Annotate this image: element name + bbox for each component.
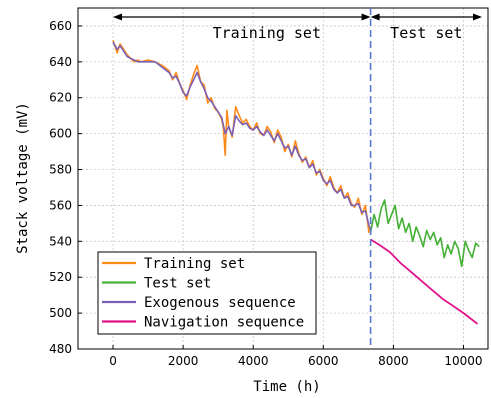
x-tick-label: 2000: [168, 354, 199, 368]
y-tick-label: 480: [49, 342, 72, 356]
legend-label-2: Test set: [144, 276, 211, 292]
test-arrow-head-right: [473, 13, 482, 21]
y-tick-label: 560: [49, 198, 72, 212]
plot-frame: [77, 7, 489, 350]
y-tick-label: 580: [49, 163, 72, 177]
set-arrows: [113, 13, 482, 21]
y-tick-label: 500: [49, 306, 72, 320]
legend: Training set Test set Exogenous sequence Na…: [97, 251, 317, 335]
series-line-1: [112, 40, 372, 234]
x-axis-title: Time (h): [253, 379, 320, 395]
training-arrow-head-left: [113, 13, 123, 21]
y-tick-label: 620: [49, 91, 72, 105]
series-line-4: [370, 238, 479, 325]
series-lines: [112, 40, 480, 325]
y-tick-label: 660: [49, 19, 72, 33]
annotation-test-set: Test set: [390, 24, 462, 42]
series-line-3: [112, 41, 372, 230]
axis-ticks: 0 2000 4000 6000 8000 10000 480 500 520 540 560 580…: [49, 19, 482, 368]
x-tick-label: 4000: [238, 354, 269, 368]
legend-box: [97, 251, 317, 335]
y-tick-label: 640: [49, 55, 72, 69]
y-tick-label: 520: [49, 270, 72, 284]
y-axis-title: Stack voltage (mV): [15, 102, 31, 254]
grid: [78, 8, 488, 350]
series-line-2: [369, 199, 480, 268]
training-arrow-head-right: [361, 13, 371, 21]
legend-label-4: Navigation sequence: [144, 315, 304, 331]
test-arrow-head-left: [370, 13, 380, 21]
y-tick-label: 540: [49, 234, 72, 248]
y-tick-label: 600: [49, 127, 72, 141]
x-tick-label: 0: [109, 354, 117, 368]
x-tick-label: 10000: [444, 354, 482, 368]
x-tick-label: 6000: [308, 354, 339, 368]
annotation-training-set: Training set: [213, 24, 321, 42]
x-tick-label: 8000: [378, 354, 409, 368]
legend-label-1: Training set: [144, 256, 245, 272]
legend-label-3: Exogenous sequence: [144, 295, 296, 311]
